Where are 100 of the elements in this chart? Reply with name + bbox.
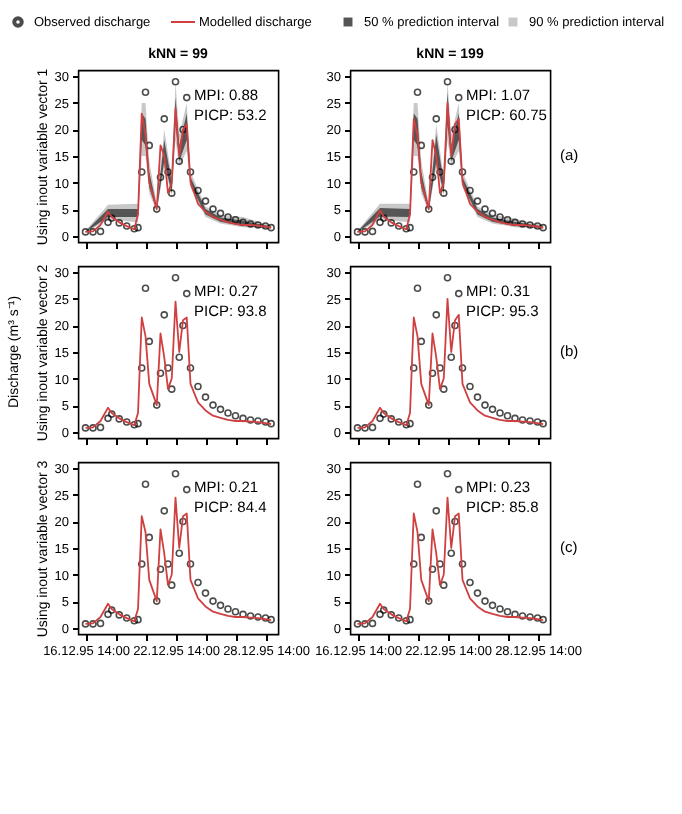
point — [160, 115, 169, 123]
point — [81, 424, 90, 432]
point — [141, 480, 150, 489]
point — [186, 364, 195, 372]
point — [447, 157, 456, 166]
point — [201, 197, 210, 205]
point — [89, 424, 97, 432]
point — [387, 219, 396, 227]
point — [156, 173, 165, 182]
point — [96, 423, 105, 432]
point — [454, 289, 463, 298]
point — [394, 418, 403, 426]
point — [379, 214, 388, 222]
point — [436, 168, 444, 176]
point — [231, 215, 240, 224]
point — [424, 205, 433, 213]
point — [533, 418, 542, 426]
point — [224, 409, 232, 417]
point — [104, 610, 112, 619]
point — [379, 606, 388, 614]
point — [417, 141, 426, 150]
point — [361, 424, 369, 432]
point — [267, 615, 275, 624]
point — [81, 620, 90, 628]
point — [89, 228, 97, 236]
point — [481, 205, 489, 213]
point — [402, 616, 411, 625]
point — [473, 589, 482, 597]
point — [246, 220, 255, 228]
point — [496, 409, 504, 417]
point — [526, 221, 534, 229]
point — [201, 589, 210, 597]
point — [451, 517, 459, 526]
point — [175, 157, 184, 166]
point — [402, 224, 411, 233]
point — [179, 125, 187, 134]
point — [409, 364, 418, 372]
point — [353, 620, 362, 628]
point — [379, 410, 388, 418]
point — [417, 337, 426, 346]
point — [353, 228, 362, 236]
point — [409, 168, 418, 176]
point — [394, 614, 403, 622]
point — [447, 549, 456, 558]
point — [458, 560, 467, 568]
point — [122, 614, 131, 622]
point — [503, 607, 512, 616]
point — [182, 93, 191, 102]
point — [130, 420, 139, 429]
point — [439, 189, 448, 197]
point — [156, 369, 165, 378]
point — [152, 597, 161, 605]
point — [171, 77, 180, 86]
point — [167, 581, 176, 589]
point — [424, 597, 433, 605]
point — [387, 415, 396, 423]
point — [179, 517, 187, 526]
point — [134, 223, 142, 232]
point — [481, 401, 489, 409]
point — [432, 115, 441, 123]
point — [81, 228, 90, 236]
line-series — [356, 496, 545, 625]
point — [96, 227, 105, 236]
point — [216, 209, 225, 218]
point — [239, 218, 247, 227]
point — [254, 613, 262, 621]
point — [194, 186, 202, 195]
point — [488, 209, 497, 218]
point — [209, 401, 217, 409]
point — [511, 414, 519, 423]
point — [137, 364, 146, 372]
point — [261, 614, 270, 622]
point — [231, 411, 240, 420]
point — [368, 619, 377, 628]
point — [209, 205, 217, 213]
point — [115, 611, 124, 619]
point — [361, 620, 369, 628]
point — [413, 88, 422, 97]
point — [466, 186, 474, 195]
point — [496, 605, 504, 613]
point — [122, 418, 131, 426]
point — [439, 385, 448, 393]
point — [413, 284, 422, 293]
point — [145, 337, 154, 346]
point — [533, 222, 542, 230]
point — [122, 222, 131, 230]
point — [107, 214, 116, 222]
point — [96, 619, 105, 628]
point — [175, 549, 184, 558]
point — [451, 321, 459, 330]
point — [539, 223, 547, 232]
point — [216, 601, 225, 610]
point — [394, 222, 403, 230]
point — [439, 581, 448, 589]
point — [175, 353, 184, 362]
point — [417, 533, 426, 542]
point — [239, 610, 247, 619]
point — [254, 221, 262, 229]
point — [511, 610, 519, 619]
point — [182, 485, 191, 494]
